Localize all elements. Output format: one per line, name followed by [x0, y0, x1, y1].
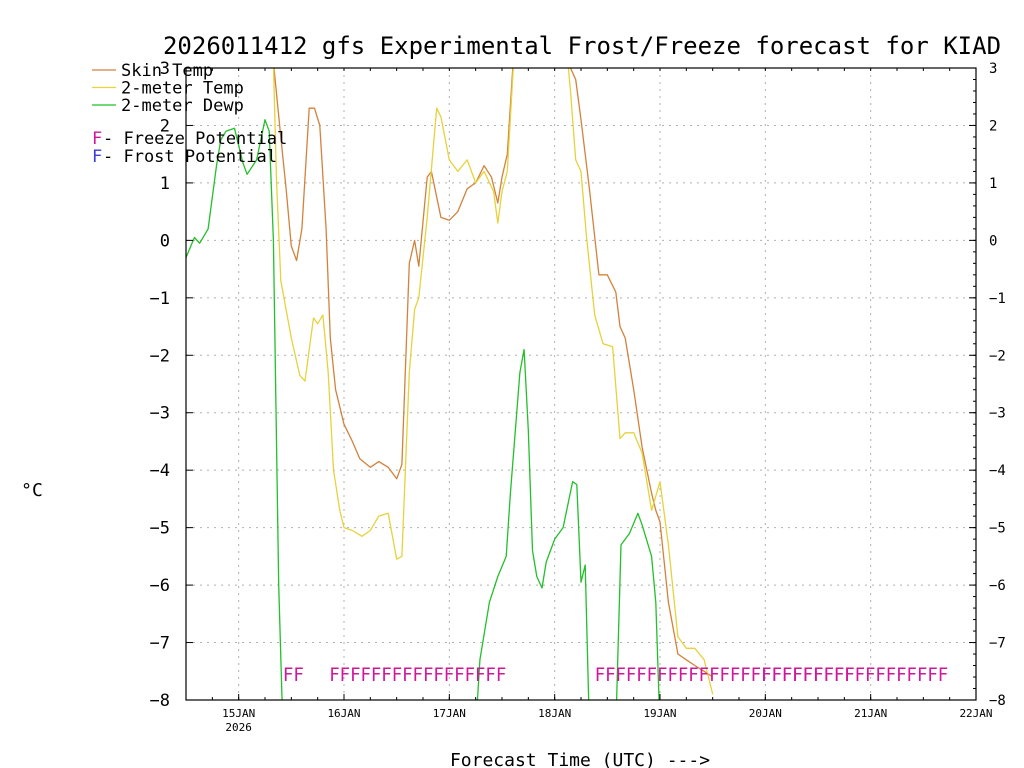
legend-letter: F — [92, 129, 102, 149]
y-tick-label-left: −7 — [150, 634, 170, 654]
y-tick-label-right: −5 — [989, 521, 1006, 537]
x-tick-label: 18JAN — [538, 707, 571, 720]
y-tick-label-right: 0 — [989, 233, 997, 249]
x-tick-label: 20JAN — [749, 707, 782, 720]
y-tick-label-left: −3 — [150, 404, 170, 424]
y-tick-label-left: −5 — [150, 519, 170, 539]
freeze-mark-run: FFFFFFFFFFFFFFFFFF — [761, 664, 948, 686]
x-tick-label: 21JAN — [854, 707, 887, 720]
legend-label: Skin Temp — [121, 61, 213, 81]
chart-title: 2026011412 gfs Experimental Frost/Freeze… — [163, 32, 1001, 60]
y-tick-label-left: −8 — [150, 691, 170, 711]
freeze-mark-run: FFFFFFFFFFFFFFFFFFFFFFFFF — [595, 664, 855, 686]
x-tick-label: 16JAN — [327, 707, 360, 720]
axis-ticks: 3 3 2 2 1 1 0 0 −1 −1 −2 −2 −3 −3 −4 −4 −5 −5 −6 −6 −7 −7 −8 −8… — [150, 59, 1006, 734]
x-tick-sublabel: 2026 — [225, 721, 252, 734]
freeze-mark-run: FF — [283, 664, 304, 686]
y-tick-label-right: −7 — [989, 636, 1006, 652]
y-tick-label-left: 0 — [160, 231, 170, 251]
y-tick-label-right: 3 — [989, 61, 997, 77]
y-tick-label-right: 2 — [989, 118, 997, 134]
y-axis-label: °C — [21, 480, 43, 501]
y-tick-label-right: −1 — [989, 291, 1006, 307]
grid-lines — [186, 68, 976, 700]
x-tick-label: 22JAN — [959, 707, 992, 720]
y-tick-label-right: −3 — [989, 406, 1006, 422]
2-meter-dewp-line — [186, 119, 660, 700]
legend-label: - Frost Potential — [103, 147, 277, 167]
y-tick-label-left: 1 — [160, 174, 170, 194]
y-tick-label-left: −1 — [150, 289, 170, 309]
x-tick-label: 19JAN — [643, 707, 676, 720]
y-tick-label-right: −6 — [989, 578, 1006, 594]
legend-label: - Freeze Potential — [103, 129, 287, 149]
x-tick-label: 17JAN — [433, 707, 466, 720]
legend-label: 2-meter Temp — [121, 79, 244, 99]
y-tick-label-left: 3 — [160, 59, 170, 79]
freeze-mark-run: FFFFFFFFFFFFFFFFF — [329, 664, 506, 686]
y-tick-label-left: −6 — [150, 576, 170, 596]
y-tick-label-right: −4 — [989, 463, 1006, 479]
skin-temp-line — [273, 68, 714, 678]
y-tick-label-left: −4 — [150, 461, 170, 481]
series-group — [186, 68, 714, 700]
y-tick-label-left: −2 — [150, 346, 170, 366]
y-tick-label-right: −8 — [989, 693, 1006, 709]
legend-letter: F — [92, 147, 102, 167]
x-axis-label: Forecast Time (UTC) ---> — [450, 750, 710, 768]
y-tick-label-left: 2 — [160, 116, 170, 136]
x-tick-label: 15JAN — [222, 707, 255, 720]
2-meter-temp-line — [272, 68, 714, 695]
legend-label: 2-meter Dewp — [121, 96, 244, 116]
y-tick-label-right: 1 — [989, 176, 997, 192]
y-tick-label-right: −2 — [989, 348, 1006, 364]
freeze-marks: FF FFFFFFFFFFFFFFFFF FFFFFFFFFFFFFFFFFFFFF… — [283, 664, 948, 686]
